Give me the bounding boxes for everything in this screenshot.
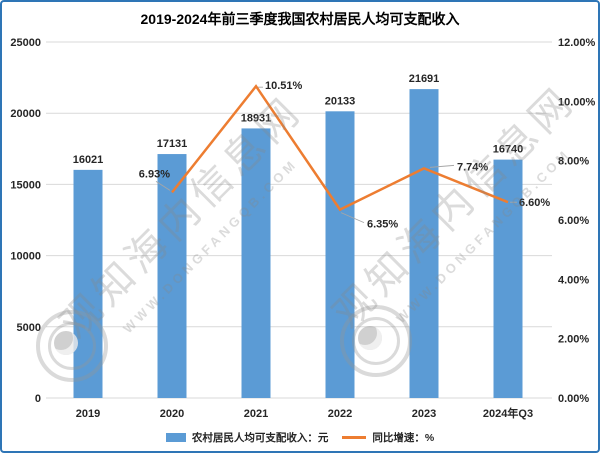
right-axis-tick: 12.00% [558, 37, 596, 49]
bar-value-label: 18931 [241, 112, 272, 124]
left-axis-tick: 10000 [10, 251, 41, 263]
legend-line-label: 同比增速：% [372, 432, 435, 444]
x-axis-label: 2022 [328, 408, 352, 420]
x-axis-label: 2019 [76, 408, 100, 420]
legend-bar-label: 农村居民人均可支配收入：元 [191, 432, 329, 444]
bar-2024年Q3 [493, 159, 523, 398]
left-axis-tick: 5000 [17, 322, 41, 334]
legend: 农村居民人均可支配收入：元 同比增速：% [2, 430, 598, 445]
bar-value-label: 16740 [493, 144, 524, 156]
bar-value-label: 17131 [157, 138, 188, 150]
left-axis-tick: 15000 [10, 179, 41, 191]
bar-value-label: 20133 [325, 95, 356, 107]
legend-bar-swatch [165, 433, 186, 442]
line-point-label: 6.93% [139, 168, 170, 180]
right-axis-tick: 8.00% [558, 156, 589, 168]
bar-2020 [157, 154, 187, 398]
bar-value-label: 16021 [73, 154, 104, 166]
bar-2021 [241, 128, 271, 399]
right-axis-tick: 2.00% [558, 334, 589, 346]
x-axis-label: 2020 [160, 408, 184, 420]
chart-title: 2019-2024年前三季度我国农村居民人均可支配收入 [140, 11, 460, 27]
x-axis-label: 2021 [244, 408, 268, 420]
line-point-label: 6.60% [519, 197, 550, 209]
bar-2019 [73, 169, 103, 398]
left-axis-tick: 0 [35, 393, 41, 405]
right-axis-tick: 10.00% [558, 96, 596, 108]
line-point-label: 7.74% [457, 161, 488, 173]
x-axis-label: 2023 [412, 408, 436, 420]
bar-2022 [325, 111, 355, 398]
label-leader-line [429, 164, 455, 168]
line-point-label: 6.35% [367, 219, 398, 231]
label-leader-line [155, 181, 171, 191]
growth-line [171, 84, 509, 212]
label-leader-line [340, 212, 365, 224]
right-axis-tick: 6.00% [558, 215, 589, 227]
bar-2023 [409, 89, 439, 398]
left-axis-tick: 20000 [10, 108, 41, 120]
legend-line-swatch [342, 436, 367, 439]
left-axis-tick: 25000 [10, 37, 41, 49]
line-point-label: 10.51% [265, 80, 303, 92]
right-axis-tick: 0.00% [558, 393, 589, 405]
bar-value-label: 21691 [409, 73, 440, 85]
right-axis-tick: 4.00% [558, 274, 589, 286]
x-axis-label: 2024年Q3 [483, 406, 533, 420]
